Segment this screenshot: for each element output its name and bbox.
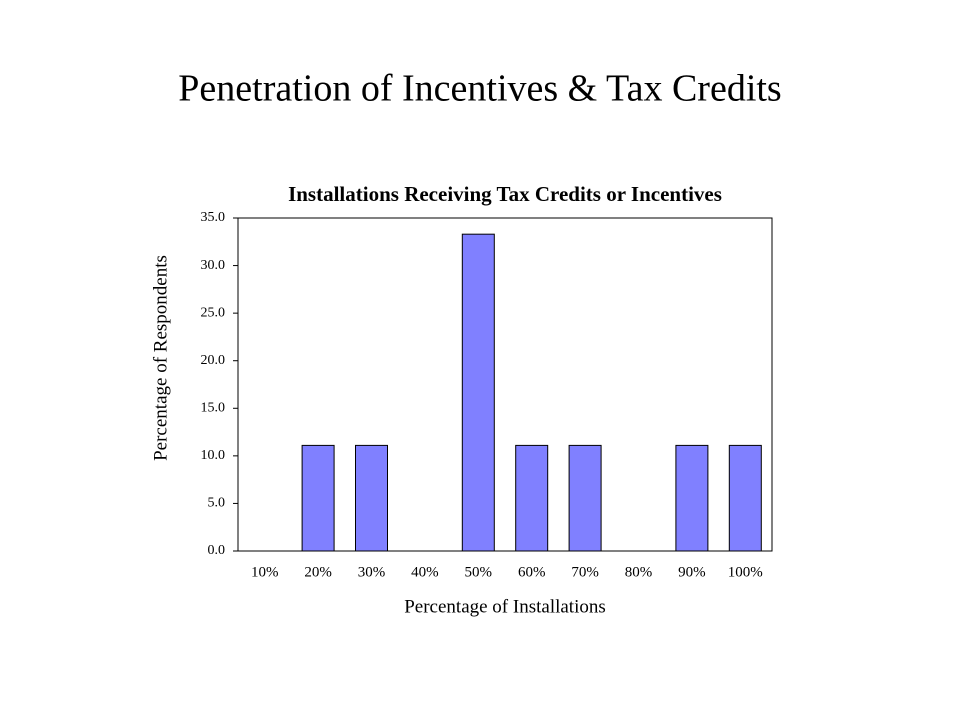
bar <box>728 444 762 552</box>
x-tick-label: 50% <box>465 564 493 580</box>
bar <box>515 444 549 552</box>
y-tick-label: 20.0 <box>201 353 226 368</box>
x-tick-label: 40% <box>411 564 439 580</box>
x-tick-label: 60% <box>518 564 546 580</box>
x-tick-label: 70% <box>571 564 599 580</box>
x-tick-label: 30% <box>358 564 386 580</box>
y-tick-label: 35.0 <box>201 210 226 225</box>
y-tick-label: 0.0 <box>208 543 226 558</box>
x-tick-label: 10% <box>251 564 279 580</box>
x-tick-label: 100% <box>728 564 763 580</box>
y-tick-label: 25.0 <box>201 305 226 320</box>
x-axis-label: Percentage of Installations <box>404 596 606 617</box>
chart-title: Installations Receiving Tax Credits or I… <box>288 182 722 206</box>
bar <box>301 444 335 552</box>
x-tick-label: 90% <box>678 564 706 580</box>
bar <box>461 233 495 552</box>
x-tick-label: 20% <box>304 564 332 580</box>
y-tick-label: 5.0 <box>208 496 226 511</box>
bar <box>568 444 602 552</box>
bar <box>355 444 388 552</box>
y-tick-label: 15.0 <box>201 401 226 416</box>
x-tick-label: 80% <box>625 564 653 580</box>
slide-title: Penetration of Incentives & Tax Credits <box>178 68 781 110</box>
y-tick-label: 10.0 <box>201 448 226 463</box>
plot-frame <box>237 217 773 552</box>
y-axis-label: Percentage of Respondents <box>150 255 171 461</box>
y-tick-label: 30.0 <box>201 258 226 273</box>
bar <box>675 444 709 552</box>
